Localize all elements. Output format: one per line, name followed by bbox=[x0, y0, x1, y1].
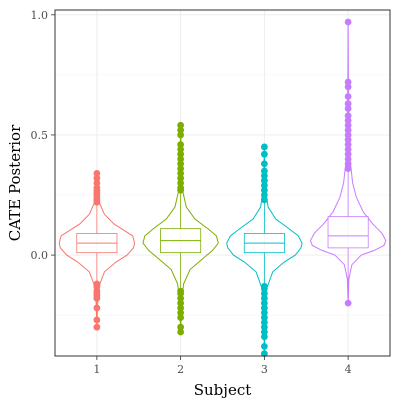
outlier-point-3 bbox=[260, 191, 268, 199]
outlier-point-1 bbox=[93, 280, 101, 288]
outlier-point-4 bbox=[344, 145, 352, 153]
outlier-point-4 bbox=[344, 93, 352, 100]
y-tick-label: 0.5 bbox=[31, 129, 49, 142]
x-tick-label: 3 bbox=[261, 363, 268, 376]
outlier-point-3 bbox=[260, 309, 268, 317]
outlier-point-2 bbox=[177, 150, 185, 158]
outlier-point-2 bbox=[177, 145, 185, 153]
outlier-point-3 bbox=[260, 323, 268, 331]
outlier-point-2 bbox=[177, 304, 185, 312]
outlier-point-4 bbox=[344, 141, 352, 148]
outlier-point-4 bbox=[344, 18, 352, 26]
panel-border bbox=[54, 9, 391, 357]
outlier-point-4 bbox=[344, 78, 352, 86]
outlier-point-4 bbox=[344, 155, 352, 163]
outlier-point-1 bbox=[93, 323, 101, 331]
outlier-point-2 bbox=[177, 141, 185, 148]
box-4 bbox=[327, 216, 369, 249]
outlier-point-3 bbox=[260, 150, 268, 158]
outlier-point-4 bbox=[344, 121, 352, 129]
outlier-point-3 bbox=[260, 328, 268, 336]
y-tick-label: 0.0 bbox=[31, 249, 49, 262]
outlier-point-4 bbox=[344, 160, 352, 168]
outlier-point-4 bbox=[344, 83, 352, 91]
x-tick-label: 1 bbox=[93, 363, 100, 376]
outlier-point-2 bbox=[177, 314, 185, 321]
outlier-point-1 bbox=[93, 304, 101, 312]
axes: 0.0 0.5 1.0 1 2 3 4 bbox=[31, 9, 352, 376]
violins bbox=[58, 21, 387, 355]
outlier-point-3 bbox=[260, 160, 268, 168]
outlier-point-3 bbox=[260, 304, 268, 312]
outlier-point-2 bbox=[177, 160, 185, 168]
outlier-point-3 bbox=[260, 143, 268, 151]
outlier-point-3 bbox=[260, 167, 268, 175]
y-axis-title: CATE Posterior bbox=[6, 124, 24, 241]
outlier-point-2 bbox=[177, 165, 185, 172]
outlier-point-2 bbox=[177, 294, 185, 302]
outlier-point-4 bbox=[344, 100, 352, 108]
outlier-point-4 bbox=[344, 299, 352, 307]
outlier-point-2 bbox=[177, 287, 185, 295]
outlier-point-2 bbox=[177, 328, 185, 336]
outlier-point-3 bbox=[260, 186, 268, 194]
grid-lines bbox=[55, 10, 390, 356]
outlier-point-2 bbox=[177, 121, 185, 129]
outlier-point-3 bbox=[260, 314, 268, 321]
outlier-point-3 bbox=[260, 290, 268, 297]
outlier-point-3 bbox=[260, 196, 268, 204]
outlier-point-3 bbox=[260, 350, 268, 357]
outlier-point-2 bbox=[177, 299, 185, 307]
outlier-point-1 bbox=[93, 174, 101, 182]
outlier-point-2 bbox=[177, 323, 185, 331]
outlier-point-2 bbox=[177, 126, 185, 134]
outlier-point-1 bbox=[93, 316, 101, 324]
outlier-point-4 bbox=[344, 112, 352, 120]
outlier-point-4 bbox=[344, 131, 352, 139]
outlier-point-3 bbox=[260, 282, 268, 290]
outlier-point-1 bbox=[93, 169, 101, 177]
outlier-point-3 bbox=[260, 177, 268, 184]
y-tick-label: 1.0 bbox=[31, 9, 49, 22]
outlier-point-2 bbox=[177, 179, 185, 187]
outlier-point-3 bbox=[260, 333, 268, 341]
outlier-point-3 bbox=[260, 172, 268, 180]
outlier-point-4 bbox=[344, 165, 352, 172]
outlier-point-2 bbox=[177, 155, 185, 163]
outlier-point-3 bbox=[260, 182, 268, 189]
outlier-point-2 bbox=[177, 184, 185, 192]
boxplots bbox=[76, 22, 369, 354]
outlier-point-4 bbox=[344, 150, 352, 158]
outlier-point-3 bbox=[260, 342, 268, 350]
outlier-point-4 bbox=[344, 105, 352, 112]
outlier-point-4 bbox=[344, 136, 352, 144]
outlier-point-1 bbox=[93, 184, 101, 192]
outlier-point-2 bbox=[177, 131, 185, 139]
outlier-point-2 bbox=[177, 309, 185, 317]
outlier-point-4 bbox=[344, 117, 352, 124]
outlier-point-2 bbox=[177, 169, 185, 177]
x-axis-title: Subject bbox=[194, 381, 252, 399]
x-tick-label: 4 bbox=[345, 363, 352, 376]
outlier-point-3 bbox=[260, 299, 268, 307]
outlier-point-1 bbox=[93, 179, 101, 187]
outlier-point-3 bbox=[260, 318, 268, 326]
outlier-point-3 bbox=[260, 294, 268, 302]
outlier-point-2 bbox=[177, 174, 185, 182]
outlier-point-4 bbox=[344, 126, 352, 134]
x-tick-label: 2 bbox=[177, 363, 184, 376]
outlier-point-1 bbox=[93, 287, 101, 295]
outlier-points bbox=[93, 18, 352, 357]
